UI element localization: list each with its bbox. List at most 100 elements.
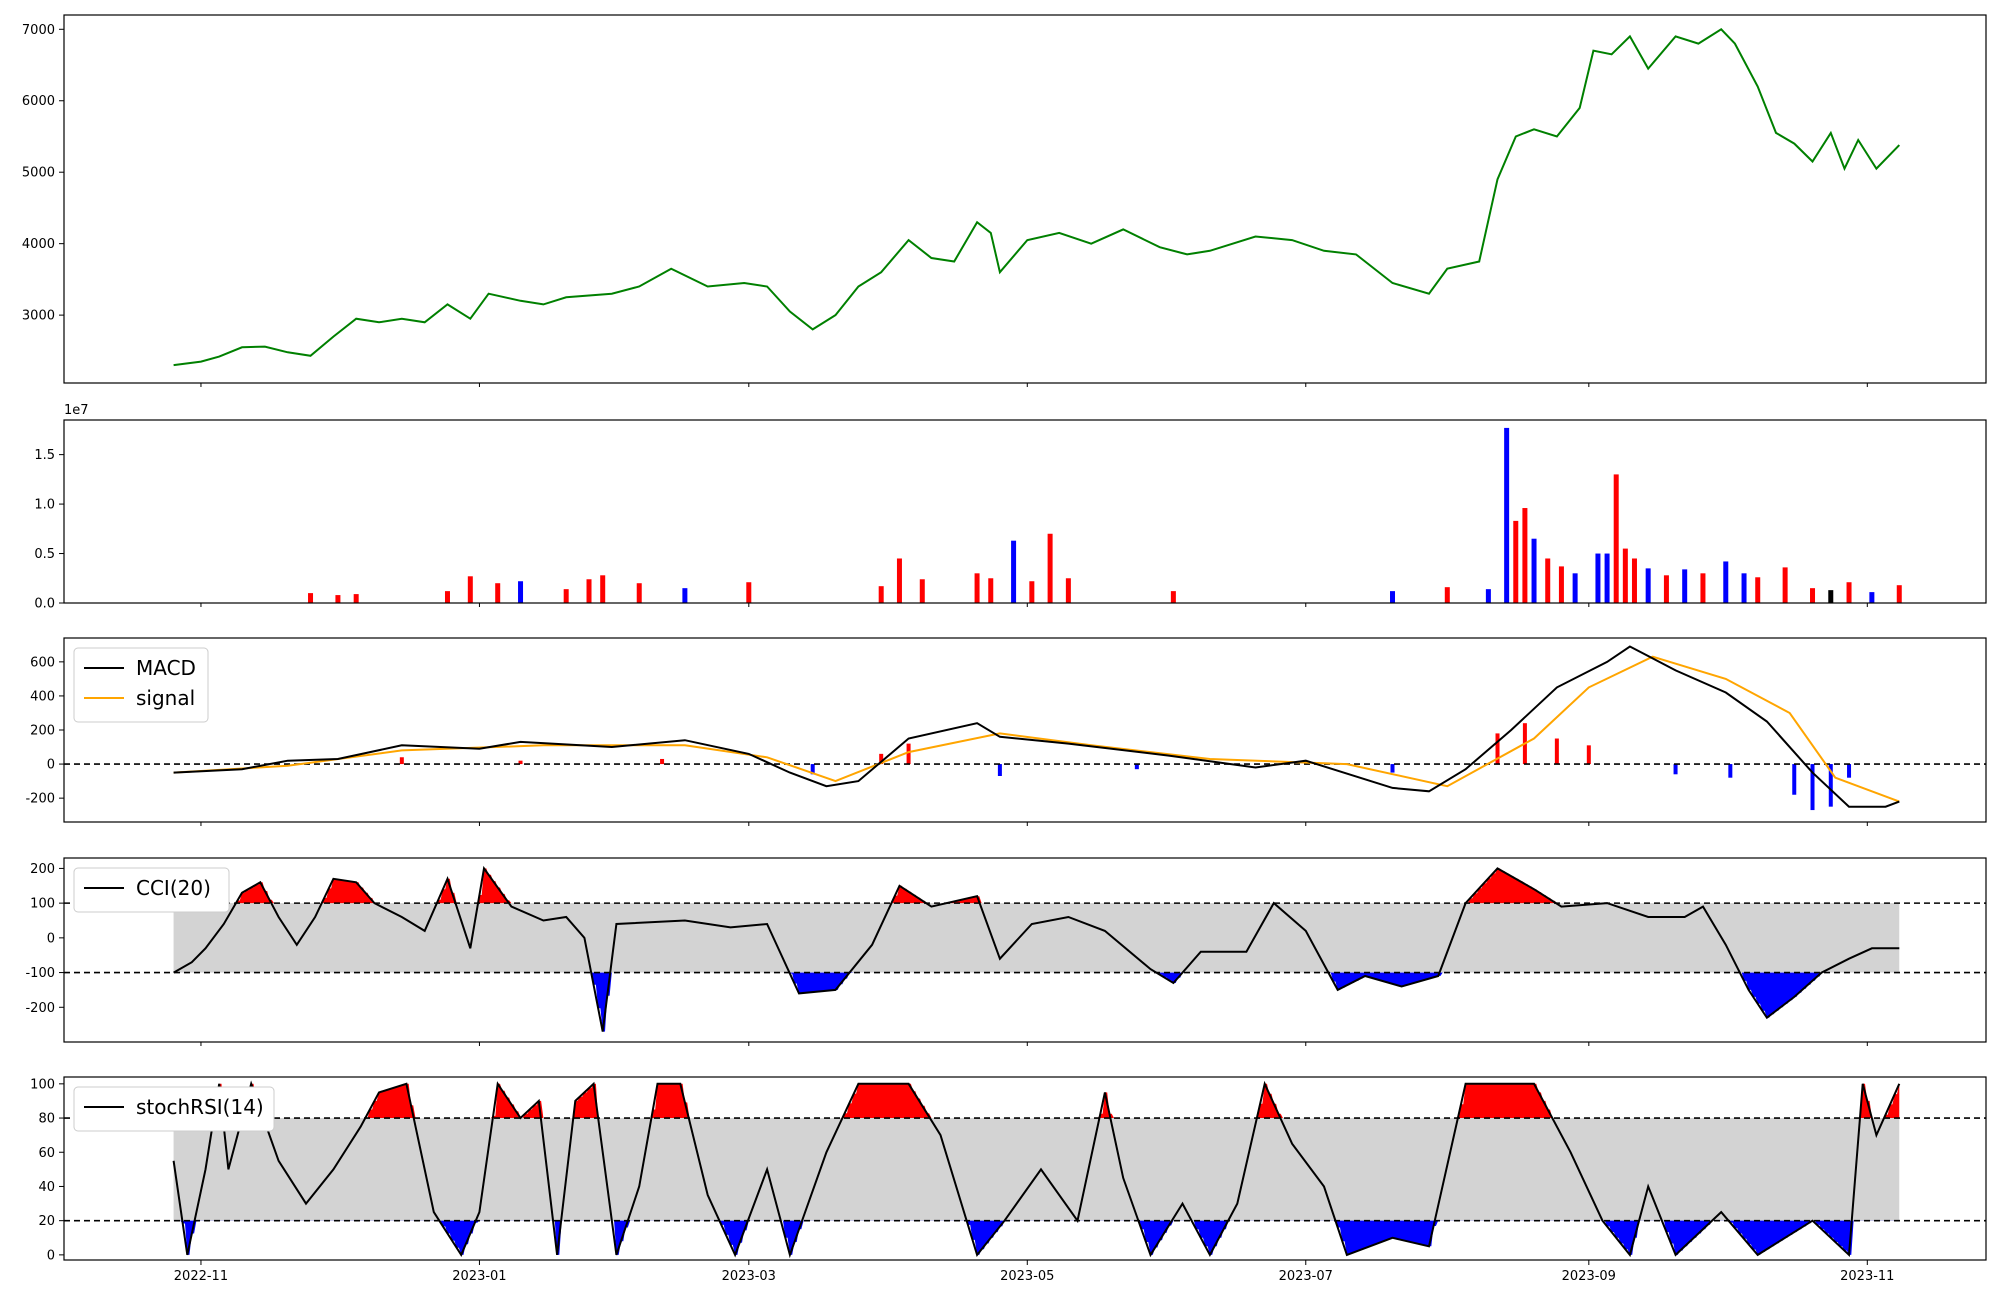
macd-histogram-bar (810, 764, 815, 775)
stochrsi-oversold-fill (173, 1220, 1900, 1255)
volume-offset-label: 1e7 (64, 403, 89, 418)
stochrsi-legend-label: stochRSI(14) (136, 1095, 264, 1119)
volume-bar (586, 579, 592, 603)
macd-ytick-label: -200 (25, 792, 55, 807)
volume-ytick-label: 1.0 (34, 498, 55, 513)
stochrsi-panel: 0 20 40 60 80 100 stochRSI(14) (30, 1076, 1987, 1263)
price-ytick-label: 5000 (22, 166, 55, 181)
price-frame (63, 14, 1987, 384)
macd-line (173, 645, 1900, 808)
volume-bar (1782, 567, 1788, 603)
volume-bar (1810, 588, 1816, 603)
macd-histogram-bar (1828, 764, 1833, 807)
volume-bar (1663, 575, 1669, 603)
volume-bar (1047, 533, 1053, 603)
macd-histogram-bar (1810, 764, 1815, 811)
cci-overbought-fill (173, 868, 1900, 904)
macd-ytick-label: 400 (30, 689, 55, 704)
volume-bar (1645, 568, 1651, 603)
volume-bar (1700, 573, 1706, 603)
volume-bar (1572, 573, 1578, 603)
volume-bar (919, 579, 925, 603)
cci-panel: -200 -100 0 100 200 CCI(20) (25, 857, 1987, 1043)
macd-histogram-bar (997, 764, 1002, 776)
volume-bar (746, 582, 752, 603)
cci-legend-label: CCI(20) (136, 876, 211, 900)
cci-band (173, 903, 1900, 973)
macd-histogram-bar (1495, 733, 1500, 765)
price-panel: 3000 4000 5000 6000 7000 (22, 14, 1987, 384)
volume-bar (467, 576, 473, 603)
cci-oversold-fill (173, 972, 1900, 1032)
macd-histogram-bar (518, 760, 523, 765)
volume-bar (1558, 566, 1564, 603)
stochrsi-ytick-label: 80 (38, 1112, 55, 1127)
cci-legend (73, 867, 230, 913)
volume-bar (1846, 582, 1852, 603)
stochrsi-ytick-label: 60 (38, 1146, 55, 1161)
date-axis: 2022-11 2023-01 2023-03 2023-05 2023-07 2023-… (174, 383, 1894, 1284)
signal-line (173, 655, 1900, 803)
stochrsi-legend (73, 1086, 275, 1132)
volume-bar (974, 573, 980, 603)
macd-histogram-bar (906, 743, 911, 765)
cci-ytick-label: 0 (47, 931, 55, 946)
x-tick-label: 2023-05 (1000, 1269, 1054, 1284)
volume-bar (495, 583, 501, 603)
macd-histogram-bar (1728, 764, 1733, 778)
macd-histogram-bar (1847, 764, 1852, 778)
x-tick-label: 2022-11 (174, 1269, 228, 1284)
volume-ytick-label: 0.0 (34, 597, 55, 612)
macd-ytick-label: 0 (47, 758, 55, 773)
volume-bar (1513, 520, 1519, 603)
cci-ytick-label: -100 (25, 966, 55, 981)
macd-legend (73, 647, 209, 723)
volume-bar (1755, 577, 1761, 603)
macd-histogram-bar (399, 757, 404, 765)
stochrsi-frame (63, 1076, 1987, 1261)
cci-ytick-label: -200 (25, 1001, 55, 1016)
volume-bar (1545, 558, 1551, 603)
volume-bar (1613, 474, 1619, 603)
stochrsi-ytick-label: 20 (38, 1214, 55, 1229)
macd-ytick-label: 600 (30, 655, 55, 670)
x-tick-label: 2023-11 (1840, 1269, 1894, 1284)
macd-histogram-bar (1586, 745, 1591, 765)
volume-bar (1011, 540, 1017, 603)
stochrsi-ytick-label: 0 (47, 1248, 55, 1263)
volume-bar (1065, 578, 1071, 603)
volume-bar (1682, 569, 1688, 603)
x-tick-label: 2023-07 (1279, 1269, 1333, 1284)
macd-ytick-label: 200 (30, 724, 55, 739)
macd-histogram-bar (1134, 764, 1139, 770)
volume-bar (1170, 591, 1176, 603)
macd-histogram-bar (1554, 738, 1559, 765)
stochrsi-overbought-fill (173, 1083, 1900, 1119)
volume-bar (1531, 538, 1537, 603)
volume-bar (353, 594, 359, 603)
macd-frame (63, 637, 1987, 823)
cci-ytick-label: 100 (30, 897, 55, 912)
volume-bar (308, 593, 314, 603)
macd-histogram-bar (660, 758, 665, 765)
volume-frame (63, 419, 1987, 604)
volume-bar (1029, 581, 1035, 603)
price-ytick-label: 7000 (22, 23, 55, 38)
cci-frame (63, 857, 1987, 1043)
volume-bar (563, 589, 569, 603)
volume-bar (1896, 585, 1902, 603)
macd-histogram-bar (879, 753, 884, 765)
macd-histogram-bar (1673, 764, 1678, 775)
macd-panel: -200 0 200 400 600 MACD signal (25, 637, 1987, 823)
macd-histogram-bar (1390, 764, 1395, 773)
macd-legend-label: MACD (136, 656, 196, 680)
volume-bar (1622, 548, 1628, 603)
volume-ytick-label: 0.5 (34, 547, 55, 562)
volume-bar (518, 581, 524, 603)
stochrsi-line (172, 1080, 1901, 1259)
x-tick-label: 2023-09 (1562, 1269, 1616, 1284)
volume-bar (1504, 427, 1510, 603)
volume-bar (444, 591, 450, 603)
volume-panel: 0.0 0.5 1.0 1.5 1e7 (34, 403, 1987, 612)
